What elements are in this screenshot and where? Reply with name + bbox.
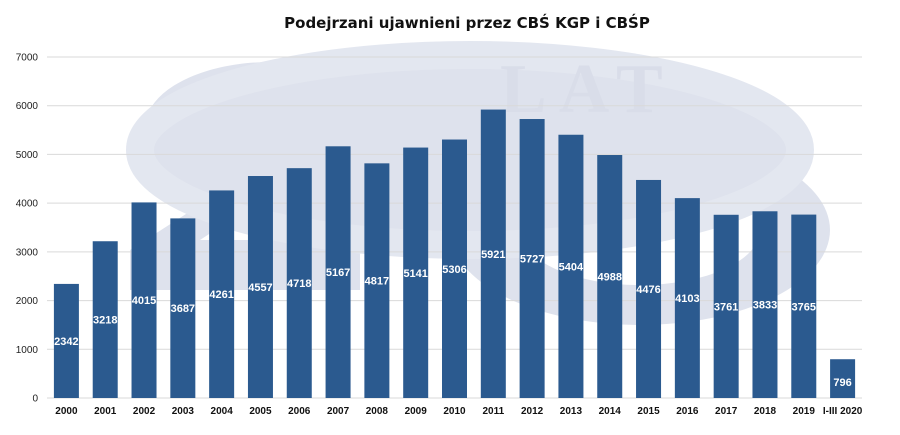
bar bbox=[791, 214, 817, 398]
data-label: 3833 bbox=[753, 300, 777, 312]
data-label: 4718 bbox=[287, 278, 311, 290]
x-tick-label: 2011 bbox=[482, 406, 504, 417]
bar bbox=[209, 190, 235, 398]
x-tick-label: 2002 bbox=[133, 406, 156, 417]
data-label: 4476 bbox=[636, 284, 660, 296]
data-label: 4988 bbox=[597, 272, 621, 284]
x-tick-label: 2009 bbox=[405, 406, 428, 417]
data-label: 5141 bbox=[403, 268, 427, 280]
data-label: 5921 bbox=[481, 249, 505, 261]
data-label: 3218 bbox=[93, 315, 117, 327]
bar bbox=[752, 211, 778, 398]
data-label: 4261 bbox=[209, 289, 233, 301]
bar bbox=[247, 176, 273, 398]
y-tick-label: 0 bbox=[32, 394, 38, 405]
x-tick-label: 2019 bbox=[793, 406, 816, 417]
bar bbox=[442, 139, 467, 398]
x-tick-label: 2017 bbox=[715, 406, 738, 417]
y-tick-label: 4000 bbox=[16, 199, 39, 210]
bar bbox=[830, 359, 856, 398]
bar bbox=[170, 218, 196, 398]
x-tick-label: 2000 bbox=[55, 406, 78, 417]
data-label: 4103 bbox=[675, 293, 699, 305]
x-tick-label: I-III 2020 bbox=[823, 406, 863, 417]
y-axis-ticks: 0 1000 2000 3000 4000 5000 6000 7000 bbox=[16, 53, 39, 405]
bars bbox=[53, 109, 856, 399]
y-tick-label: 7000 bbox=[16, 53, 39, 64]
x-tick-label: 2006 bbox=[288, 406, 311, 417]
data-label: 5167 bbox=[326, 267, 350, 279]
data-label: 4557 bbox=[248, 282, 272, 294]
x-tick-label: 2003 bbox=[172, 406, 195, 417]
bar bbox=[558, 134, 584, 399]
chart-title: Podejrzani ujawnieni przez CBŚ KGP i CBŚ… bbox=[284, 13, 650, 32]
x-tick-label: 2016 bbox=[676, 406, 699, 417]
data-label: 5727 bbox=[520, 254, 544, 266]
watermark-text: LAT bbox=[500, 51, 675, 128]
bar bbox=[597, 155, 623, 398]
x-tick-label: 2005 bbox=[249, 406, 272, 417]
x-tick-label: 2018 bbox=[754, 406, 777, 417]
y-tick-label: 5000 bbox=[16, 150, 39, 161]
x-tick-label: 2001 bbox=[94, 406, 117, 417]
data-labels: 2342 3218 4015 3687 4261 4557 4718 5167 4817 5141… bbox=[54, 249, 852, 389]
x-tick-label: 2008 bbox=[366, 406, 389, 417]
x-tick-label: 2012 bbox=[521, 406, 544, 417]
y-tick-label: 2000 bbox=[16, 296, 39, 307]
y-tick-label: 6000 bbox=[16, 101, 39, 112]
bar bbox=[131, 202, 157, 398]
x-tick-label: 2014 bbox=[599, 406, 622, 417]
bar bbox=[364, 163, 390, 398]
bar bbox=[325, 146, 351, 398]
data-label: 3765 bbox=[792, 301, 816, 313]
data-label: 3687 bbox=[171, 303, 195, 315]
bar bbox=[403, 147, 429, 398]
bar bbox=[53, 283, 79, 398]
bar bbox=[713, 214, 739, 398]
y-tick-label: 3000 bbox=[16, 247, 39, 258]
data-label: 3761 bbox=[714, 301, 738, 313]
x-tick-label: 2007 bbox=[327, 406, 350, 417]
bar bbox=[519, 119, 545, 399]
data-label: 2342 bbox=[54, 336, 78, 348]
bar bbox=[636, 179, 662, 398]
data-label: 5306 bbox=[442, 264, 466, 276]
data-label: 796 bbox=[833, 377, 851, 389]
y-tick-label: 1000 bbox=[16, 345, 39, 356]
x-axis-ticks: 2000 2001 2002 2003 2004 2005 2006 2007 2008 2009… bbox=[55, 406, 862, 417]
bar bbox=[674, 198, 700, 398]
x-tick-label: 2013 bbox=[560, 406, 583, 417]
bar bbox=[286, 168, 312, 398]
bar bbox=[480, 109, 506, 398]
bar bbox=[92, 241, 118, 398]
x-tick-label: 2010 bbox=[443, 406, 466, 417]
data-label: 5404 bbox=[559, 261, 584, 273]
data-label: 4015 bbox=[132, 295, 156, 307]
data-label: 4817 bbox=[365, 276, 389, 288]
x-tick-label: 2004 bbox=[211, 406, 234, 417]
x-tick-label: 2015 bbox=[637, 406, 660, 417]
